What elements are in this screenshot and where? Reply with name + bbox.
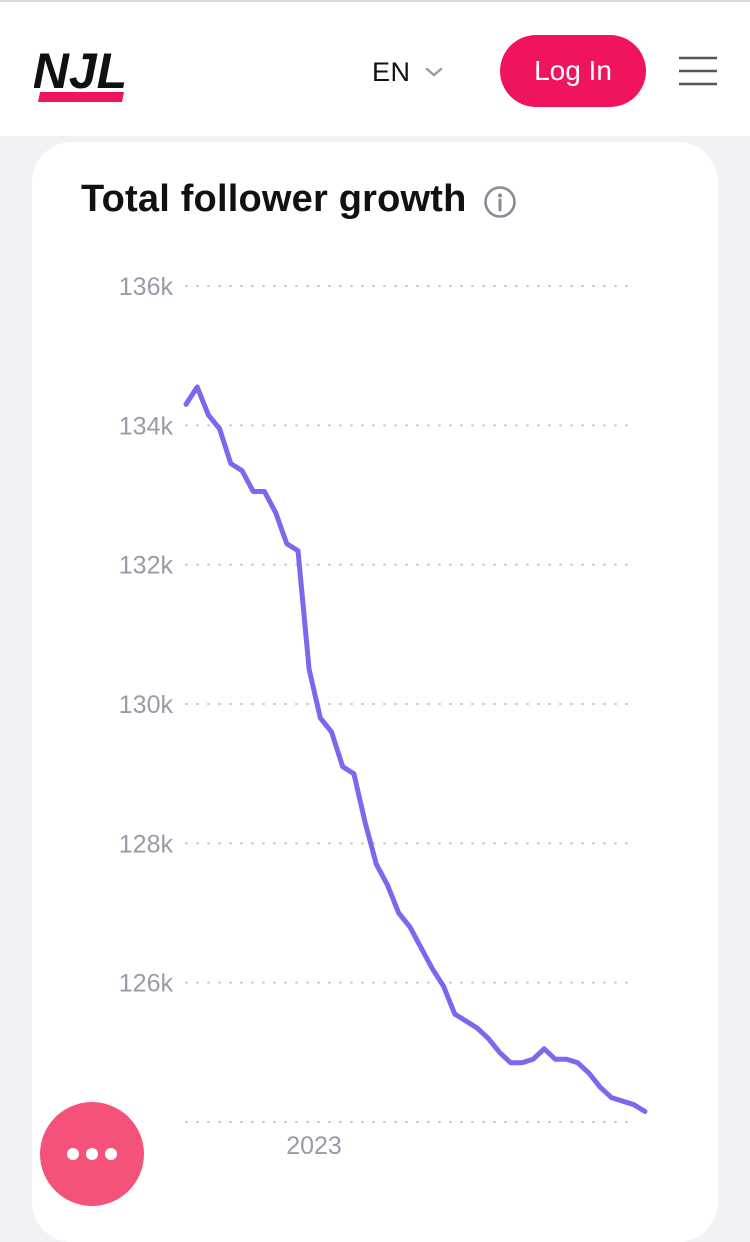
follower-growth-chart: 136k 134k 132k 130k 128k 126k 2023 (119, 273, 648, 1160)
y-tick-label: 134k (119, 412, 174, 440)
hamburger-menu-icon[interactable] (678, 56, 718, 86)
series-line (183, 384, 648, 1114)
more-dots-icon (105, 1148, 117, 1160)
x-tick-label: 2023 (286, 1132, 342, 1160)
njl-logo[interactable]: NJL (34, 36, 126, 106)
y-tick-label: 130k (119, 691, 174, 719)
top-navigation-bar: NJL EN Log In (0, 0, 750, 136)
more-dots-icon (67, 1148, 79, 1160)
language-label: EN (372, 56, 411, 87)
language-selector[interactable]: EN (372, 54, 443, 90)
chat-button[interactable] (40, 1102, 144, 1206)
follower-growth-card: Total follower growth (32, 142, 718, 1242)
login-button[interactable]: Log In (500, 35, 646, 107)
y-tick-label: 126k (119, 970, 174, 998)
card-title: Total follower growth (81, 178, 467, 220)
more-dots-icon (86, 1148, 98, 1160)
y-tick-label: 136k (119, 273, 174, 301)
info-icon[interactable] (483, 185, 517, 219)
y-tick-label: 132k (119, 552, 174, 580)
logo-text: NJL (34, 43, 126, 99)
y-tick-label: 128k (119, 830, 174, 858)
chevron-down-icon (425, 67, 442, 77)
